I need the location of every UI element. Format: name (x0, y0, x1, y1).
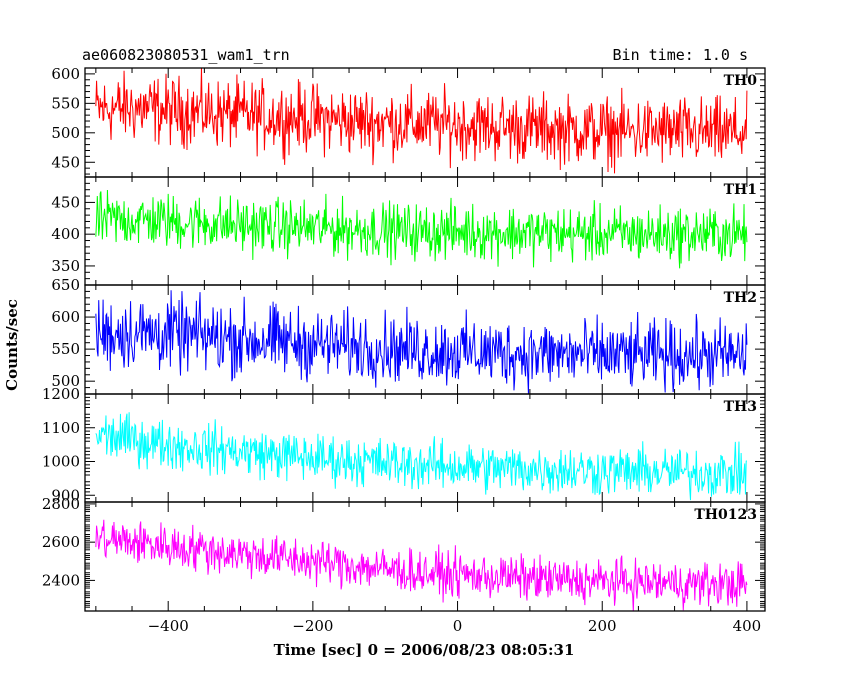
y-tick-label: 1000 (42, 453, 80, 471)
y-tick-label: 650 (51, 276, 80, 294)
panel-th0: 450 500 550 600 TH0 (51, 65, 766, 178)
series-line-th0123 (95, 519, 748, 611)
y-tick-label: 500 (51, 124, 80, 142)
y-tick-label: 500 (51, 372, 80, 390)
y-tick-label: 900 (51, 486, 80, 504)
series-name-th3: TH3 (724, 399, 757, 415)
series-name-th2: TH2 (724, 290, 757, 306)
x-tick-label: −200 (292, 617, 333, 635)
y-tick-label: 2600 (42, 533, 80, 551)
y-tick-label: 450 (51, 153, 80, 171)
panel-th1: 350 400 450 TH1 (51, 176, 766, 286)
y-tick-label: 2400 (42, 571, 80, 589)
y-axis-label: Counts/sec (3, 299, 21, 391)
y-tick-label: 600 (51, 65, 80, 83)
series-name-th0: TH0 (724, 73, 758, 89)
y-tick-label: 600 (51, 308, 80, 326)
x-tick-label: −400 (148, 617, 189, 635)
series-line-th0 (95, 68, 748, 174)
series-line-th2 (95, 290, 748, 394)
series-name-th1: TH1 (724, 182, 757, 198)
series-line-th3 (95, 412, 748, 501)
panel-th0123: 2400 2600 2800 TH0123 (42, 495, 766, 612)
y-tick-label: 450 (51, 193, 80, 211)
y-tick-label: 1200 (42, 385, 80, 403)
observation-id: ae060823080531_wam1_trn (82, 46, 290, 64)
panel-frame (84, 501, 766, 612)
x-tick-label: 0 (453, 617, 463, 635)
panels: 450 500 550 600 TH0 350 400 450 TH1 500 550 600 650 T… (42, 65, 766, 635)
x-tick-label: 400 (733, 617, 762, 635)
x-tick-label: 200 (588, 617, 617, 635)
y-tick-label: 550 (51, 94, 80, 112)
panel-th3: 900 1000 1100 1200 TH3 (42, 385, 766, 504)
y-tick-label: 550 (51, 340, 80, 358)
panel-th2: 500 550 600 650 TH2 (51, 276, 766, 395)
y-tick-label: 350 (51, 257, 80, 275)
bin-time-label: Bin time: 1.0 s (613, 46, 748, 64)
x-axis-label: Time [sec] 0 = 2006/08/23 08:05:31 (274, 641, 575, 659)
y-tick-label: 1100 (42, 419, 80, 437)
y-tick-label: 2800 (42, 495, 80, 513)
y-tick-label: 400 (51, 225, 80, 243)
series-name-th0123: TH0123 (694, 507, 757, 523)
series-line-th1 (95, 190, 748, 269)
